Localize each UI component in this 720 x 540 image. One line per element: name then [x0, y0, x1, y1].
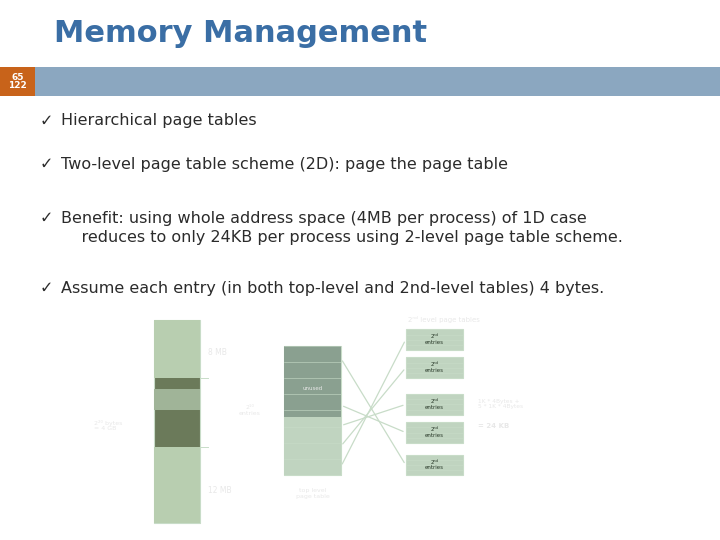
Text: 2²⁰ bytes
= 4 GB: 2²⁰ bytes = 4 GB [94, 420, 122, 431]
Text: 2ⁿᵈ level page tables: 2ⁿᵈ level page tables [408, 316, 480, 323]
Text: = 24 KB: = 24 KB [478, 422, 509, 429]
Text: 1K * 4Bytes +
5 * 1K * 4Bytes: 1K * 4Bytes + 5 * 1K * 4Bytes [478, 399, 523, 409]
Text: ✓: ✓ [40, 211, 53, 226]
Bar [405, 357, 463, 378]
Text: 12 MB: 12 MB [208, 486, 231, 495]
Bar [0, 67, 720, 96]
Text: Two-level page table scheme (2D): page the page table: Two-level page table scheme (2D): page t… [61, 157, 508, 172]
Bar [155, 447, 200, 523]
Text: ✓: ✓ [40, 157, 53, 172]
Bar [284, 417, 341, 475]
Text: Assume each entry (in both top-level and 2nd-level tables) 4 bytes.: Assume each entry (in both top-level and… [61, 281, 605, 296]
Bar [284, 346, 341, 417]
Text: top level
page table: top level page table [295, 488, 329, 499]
Text: Hierarchical page tables: Hierarchical page tables [61, 113, 257, 129]
Bar [284, 346, 341, 475]
Text: 2¹⁰
entries: 2¹⁰ entries [239, 405, 261, 416]
Text: 2ⁿᵈ
entries: 2ⁿᵈ entries [425, 460, 444, 470]
Text: 2ⁿᵈ
entries: 2ⁿᵈ entries [425, 399, 444, 410]
Text: ✓: ✓ [40, 113, 53, 129]
Text: ✓: ✓ [40, 281, 53, 296]
Bar [0, 67, 35, 96]
Text: 2ⁿᵈ
entries: 2ⁿᵈ entries [425, 362, 444, 373]
Bar [155, 320, 200, 523]
Bar [405, 394, 463, 415]
Bar [155, 320, 200, 378]
Bar [405, 455, 463, 475]
Bar [155, 389, 200, 410]
Text: 2ⁿᵈ
entries: 2ⁿᵈ entries [425, 427, 444, 438]
Text: Benefit: using whole address space (4MB per process) of 1D case
    reduces to o: Benefit: using whole address space (4MB … [61, 211, 623, 245]
Bar [405, 329, 463, 350]
Text: 2ⁿᵈ
entries: 2ⁿᵈ entries [425, 334, 444, 345]
Text: Memory Management: Memory Management [54, 19, 427, 48]
Bar [405, 422, 463, 443]
Text: 8 MB: 8 MB [208, 348, 227, 356]
Text: unused: unused [302, 386, 323, 391]
Text: 65
122: 65 122 [8, 73, 27, 90]
